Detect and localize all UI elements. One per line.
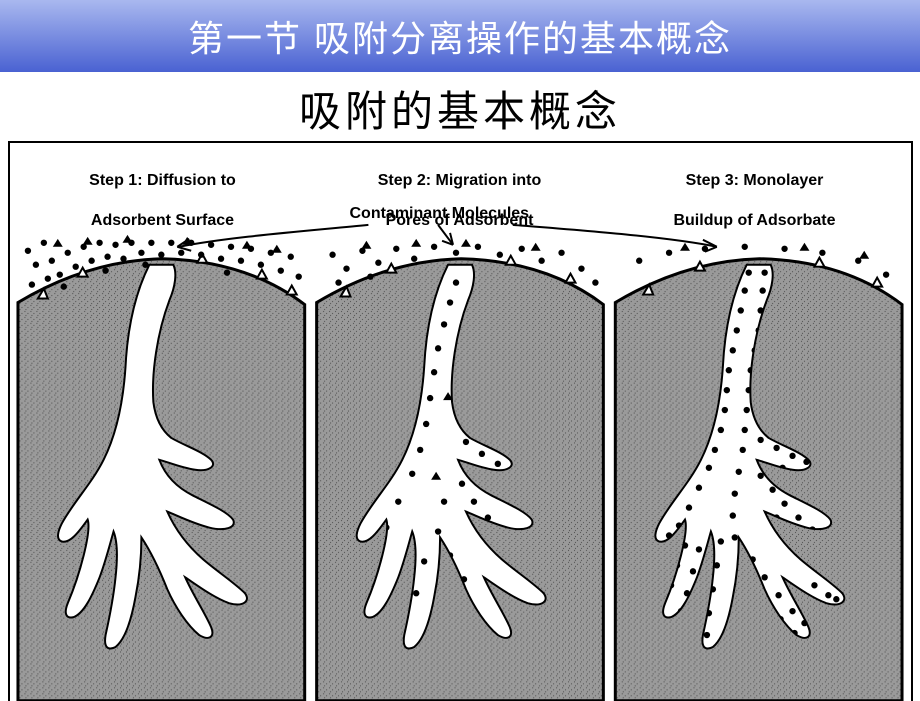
step2-line1: Step 2: Migration into [378,172,542,189]
contaminant-label: Contaminant Molecules [350,205,530,223]
step1-line1: Step 1: Diffusion to [89,172,236,189]
step1-label: Step 1: Diffusion to Adsorbent Surface [48,151,278,231]
adsorption-diagram: Step 1: Diffusion to Adsorbent Surface S… [8,141,913,701]
step1-line2: Adsorbent Surface [91,212,234,229]
subtitle-text: 吸附的基本概念 [299,90,621,136]
panel-2 [316,239,603,701]
step3-label: Step 3: Monolayer Buildup of Adsorbate [635,151,875,231]
panel-1 [17,235,304,701]
panel-3 [615,243,902,701]
step3-line2: Buildup of Adsorbate [673,212,835,229]
subtitle-wrap: 吸附的基本概念 [0,72,920,141]
step3-line1: Step 3: Monolayer [686,172,824,189]
title-text: 第一节 吸附分离操作的基本概念 [188,10,732,62]
title-banner: 第一节 吸附分离操作的基本概念 [0,0,920,72]
